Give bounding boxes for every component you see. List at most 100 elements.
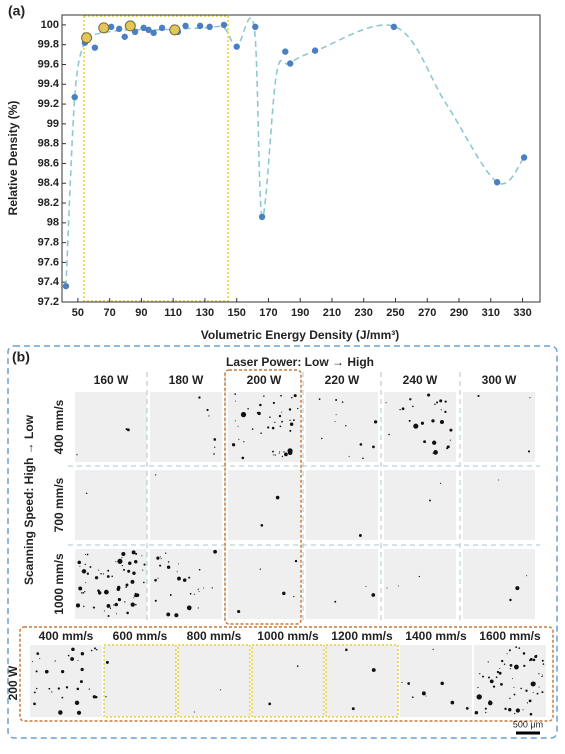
micrograph: [178, 645, 250, 717]
y-tick-label: 98.6: [38, 157, 59, 169]
x-tick-label: 150: [228, 307, 246, 319]
data-point: [71, 93, 78, 101]
micrograph-bg: [252, 645, 324, 717]
pore: [76, 710, 82, 715]
pore: [231, 443, 236, 447]
y-tick-label: 98.4: [38, 177, 60, 189]
pore: [450, 700, 455, 705]
pore: [288, 408, 292, 411]
pore: [154, 578, 157, 582]
pore: [84, 563, 86, 566]
micrograph: [150, 392, 222, 462]
micrograph: [384, 470, 456, 540]
pore: [289, 422, 294, 426]
data-point: [287, 60, 294, 67]
data-point: [140, 24, 147, 32]
pore: [496, 670, 500, 674]
pore: [263, 395, 265, 397]
highlighted-point: [81, 32, 93, 44]
pore: [211, 587, 213, 589]
pore: [281, 455, 284, 458]
micrograph-bg: [306, 470, 378, 540]
pore: [182, 578, 187, 582]
data-point: [220, 21, 228, 29]
pore: [176, 571, 178, 573]
pore: [128, 561, 132, 565]
highlighted-point: [98, 22, 110, 34]
micrograph-bg: [306, 392, 378, 462]
pore: [198, 590, 200, 592]
pore: [48, 687, 51, 690]
highlight-box: [325, 644, 399, 718]
micrograph: [30, 645, 102, 717]
pore: [259, 568, 261, 570]
pore: [156, 556, 160, 560]
pore: [89, 566, 92, 568]
pore: [251, 428, 254, 430]
pore: [240, 411, 247, 418]
pore: [271, 426, 275, 430]
pore: [492, 685, 496, 688]
pore: [542, 663, 545, 665]
pore: [106, 575, 110, 578]
pore: [197, 588, 199, 590]
pore: [111, 575, 113, 578]
pore: [88, 688, 90, 690]
pore: [371, 593, 376, 597]
pore: [126, 611, 129, 615]
pore: [418, 575, 421, 578]
pore: [527, 450, 531, 453]
data-point: [62, 282, 70, 290]
data-point: [108, 23, 115, 31]
pore: [116, 613, 118, 615]
pore: [526, 575, 528, 577]
pore: [241, 456, 245, 460]
pore: [432, 452, 434, 454]
pore: [296, 665, 299, 667]
y-tick-label: 98: [47, 217, 59, 229]
pore: [280, 394, 282, 397]
pore: [477, 394, 480, 398]
panel-title: Laser Power: Low → High: [226, 355, 374, 369]
pore: [283, 451, 285, 453]
pore: [532, 658, 536, 662]
pore: [237, 609, 241, 614]
pore: [76, 454, 78, 456]
pore: [214, 446, 216, 448]
pore: [433, 450, 438, 455]
micrograph-bg: [75, 392, 147, 462]
x-tick-label: 190: [291, 307, 309, 319]
micrograph: [326, 645, 398, 717]
pore: [177, 576, 181, 581]
x-tick-label: 210: [323, 307, 341, 319]
pore: [529, 657, 533, 661]
pore: [186, 605, 192, 611]
y-tick-label: 98.8: [38, 138, 59, 150]
pore: [95, 648, 98, 651]
data-point: [493, 179, 501, 186]
pore: [85, 492, 88, 495]
pore: [514, 664, 519, 670]
pore: [86, 553, 89, 556]
pore: [67, 654, 70, 657]
micrograph: [384, 549, 456, 619]
pore: [203, 587, 205, 589]
pore: [520, 687, 522, 690]
pore: [439, 482, 442, 484]
data-point: [145, 26, 152, 34]
pore: [365, 585, 367, 587]
pore: [429, 499, 431, 502]
pore: [60, 670, 65, 674]
panel-label: (b): [12, 349, 30, 365]
column-label: 160 W: [94, 373, 129, 387]
pore: [143, 581, 145, 584]
highlighted-point: [124, 20, 136, 32]
panel-label: (a): [8, 3, 25, 19]
pore: [272, 454, 274, 456]
pore: [159, 556, 161, 558]
x-tick-label: 310: [482, 307, 500, 319]
pore: [178, 563, 180, 565]
trend-line: [65, 17, 525, 287]
pore: [154, 599, 157, 602]
pore: [529, 397, 531, 399]
